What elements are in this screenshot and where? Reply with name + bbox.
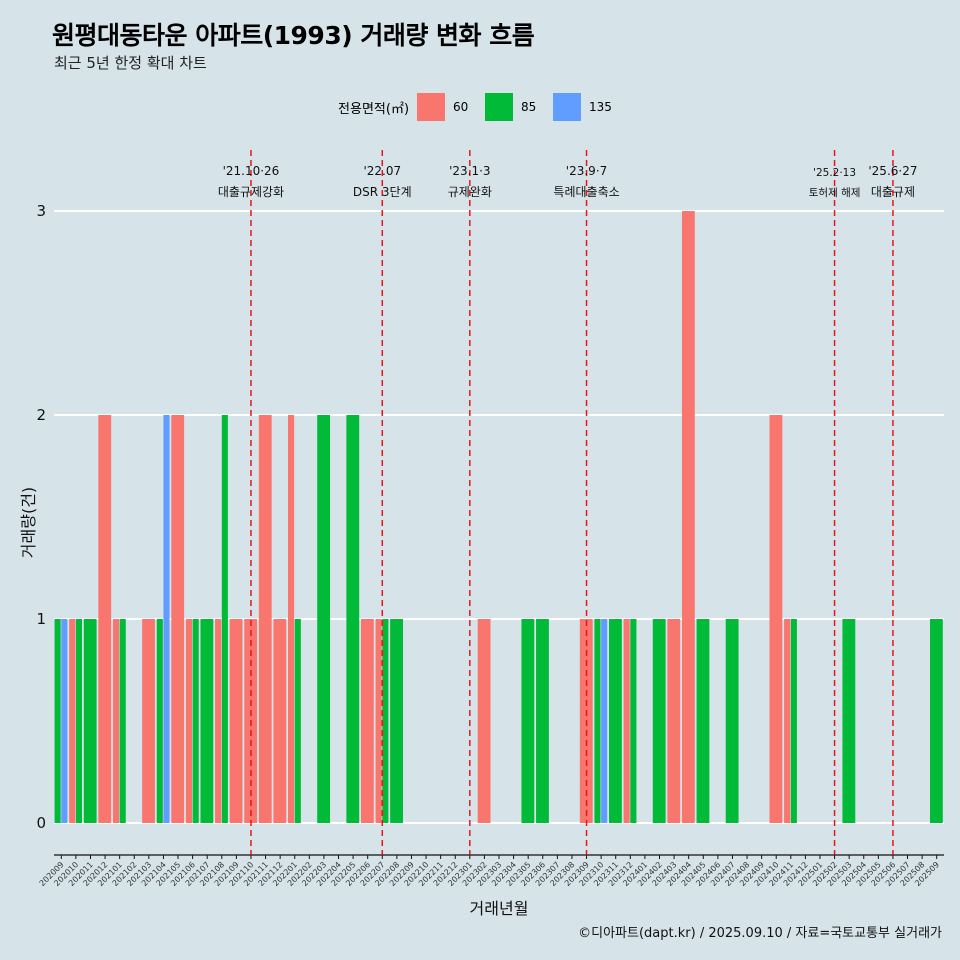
event-date-1: '22.07 bbox=[363, 164, 401, 178]
bar-202311-85 bbox=[609, 619, 622, 823]
bar-202310-135 bbox=[601, 619, 608, 823]
bar-202302-60 bbox=[477, 619, 491, 823]
chart-title: 원평대동타운 아파트(1993) 거래량 변화 흐름 bbox=[52, 21, 535, 50]
bar-202208-85 bbox=[390, 619, 403, 823]
bar-202405-85 bbox=[696, 619, 710, 823]
event-label-5: 대출규제 bbox=[871, 185, 915, 199]
bar-202103-60 bbox=[142, 619, 155, 823]
bar-202411-60 bbox=[784, 619, 791, 823]
x-axis-title: 거래년월 bbox=[470, 899, 529, 918]
bar-202010-85 bbox=[75, 619, 82, 823]
bar-202411-85 bbox=[790, 619, 797, 823]
bar-202402-85 bbox=[652, 619, 666, 823]
bar-202101-60 bbox=[112, 619, 120, 823]
bar-202101-85 bbox=[119, 619, 126, 823]
bar-202111-60 bbox=[258, 415, 272, 823]
event-date-5: '25.6·27 bbox=[868, 164, 917, 178]
event-date-0: '21.10·26 bbox=[223, 164, 280, 178]
bar-202009-85 bbox=[54, 619, 61, 823]
bar-202106-60 bbox=[185, 619, 193, 823]
legend-label-135: 135 bbox=[589, 100, 612, 114]
bar-202509-85 bbox=[929, 619, 943, 823]
event-date-3: '23.9·7 bbox=[566, 164, 607, 178]
legend-item-135: 135 bbox=[553, 93, 612, 121]
legend-key-135 bbox=[553, 93, 582, 121]
bar-202011-85 bbox=[83, 619, 97, 823]
legend-label-85: 85 bbox=[521, 100, 537, 114]
bar-202207-60 bbox=[375, 619, 382, 823]
bar-202112-60 bbox=[273, 619, 287, 823]
event-label-1: DSR 3단계 bbox=[353, 185, 412, 199]
legend-item-85: 85 bbox=[485, 93, 543, 121]
bar-202105-60 bbox=[171, 415, 185, 823]
legend-item-60: 60 bbox=[417, 93, 475, 121]
bar-202203-85 bbox=[317, 415, 331, 823]
y-tick-label-0: 0 bbox=[36, 814, 46, 832]
bar-202312-60 bbox=[623, 619, 630, 823]
bar-202310-85 bbox=[594, 619, 601, 823]
bar-202010-60 bbox=[69, 619, 76, 823]
bar-202104-135 bbox=[163, 415, 170, 823]
legend-title: 전용면적(㎡) bbox=[338, 101, 410, 117]
legend-key-85 bbox=[485, 93, 514, 121]
bar-202201-85 bbox=[294, 619, 301, 823]
bar-202407-85 bbox=[725, 619, 739, 823]
y-tick-label-2: 2 bbox=[36, 406, 46, 424]
bar-202012-60 bbox=[98, 415, 112, 823]
chart-subtitle: 최근 5년 한정 확대 차트 bbox=[54, 54, 207, 72]
bar-202108-85 bbox=[221, 415, 228, 823]
event-label-3: 특례대출축소 bbox=[553, 185, 619, 199]
legend-label-60: 60 bbox=[453, 100, 469, 114]
bar-202009-135 bbox=[61, 619, 68, 823]
bar-202104-85 bbox=[156, 619, 163, 823]
bar-202109-60 bbox=[229, 619, 243, 823]
bar-202305-85 bbox=[521, 619, 535, 823]
bar-202106-85 bbox=[192, 619, 199, 823]
bar-202205-85 bbox=[346, 415, 360, 823]
bar-202404-60 bbox=[681, 211, 695, 823]
bar-202108-60 bbox=[215, 619, 222, 823]
event-label-0: 대출규제강화 bbox=[218, 185, 284, 199]
y-tick-label-3: 3 bbox=[36, 202, 46, 220]
event-label-2: 규제완화 bbox=[448, 185, 492, 199]
credit-text: ©디아파트(dapt.kr) / 2025.09.10 / 자료=국토교통부 실… bbox=[578, 926, 942, 941]
bar-202312-85 bbox=[630, 619, 637, 823]
bar-202503-85 bbox=[842, 619, 856, 823]
bar-202206-60 bbox=[360, 619, 374, 823]
bar-202107-85 bbox=[200, 619, 214, 823]
bar-202410-60 bbox=[769, 415, 783, 823]
event-label-4: 토허제 해제 bbox=[809, 186, 861, 199]
y-axis-title: 거래량(건) bbox=[19, 487, 38, 558]
event-date-2: '23.1·3 bbox=[449, 164, 490, 178]
bar-202403-60 bbox=[667, 619, 681, 823]
event-date-4: '25.2·13 bbox=[813, 167, 856, 179]
bar-202306-85 bbox=[536, 619, 549, 823]
bar-202201-60 bbox=[288, 415, 295, 823]
y-tick-label-1: 1 bbox=[36, 610, 46, 628]
legend-key-60 bbox=[417, 93, 446, 121]
bar-202207-85 bbox=[382, 619, 389, 823]
legend: 전용면적(㎡) 60 85 135 bbox=[0, 92, 960, 122]
